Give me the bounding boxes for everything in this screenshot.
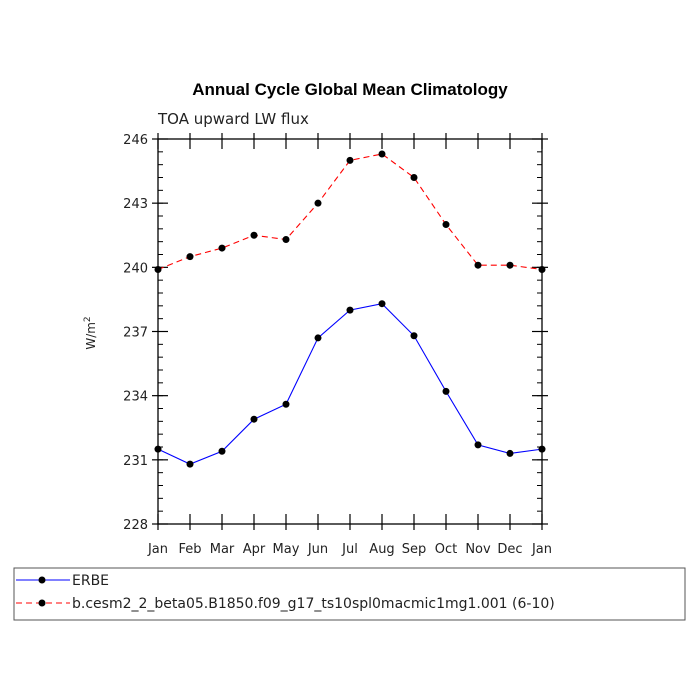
x-tick-label: Feb: [178, 542, 201, 557]
y-tick-label: 237: [123, 326, 148, 341]
y-axis-label-superscript: 2: [83, 316, 93, 322]
legend-marker-0: [38, 576, 46, 584]
axes: 228 231 234 237 240 243 246 Jan Feb Mar Apr May Jun J…: [123, 133, 552, 557]
legend-box: [13, 567, 686, 621]
series-0-point: [218, 447, 226, 455]
series-1-point: [186, 253, 194, 261]
x-tick-label: Mar: [210, 542, 235, 557]
x-tick-label: Apr: [243, 542, 266, 557]
series-line-0: [157, 303, 543, 465]
legend-marker-1: [38, 599, 46, 607]
series-1-point: [346, 156, 354, 164]
series-1-point: [378, 150, 386, 158]
series-1-point: [282, 236, 290, 244]
series-0-point: [538, 445, 546, 453]
legend-label-1: b.cesm2_2_beta05.B1850.f09_g17_ts10spl0m…: [72, 596, 555, 612]
series-1-point: [218, 244, 226, 252]
series-0-point: [378, 300, 386, 308]
series-0-point: [186, 460, 194, 468]
series-0-point: [442, 387, 450, 395]
series-0-point: [506, 449, 514, 457]
series-0-point: [314, 334, 322, 342]
y-axis-label: W/m2: [83, 316, 98, 349]
x-tick-label: Nov: [465, 542, 491, 557]
series-1-point: [538, 265, 546, 273]
x-tick-label: May: [273, 542, 300, 557]
chart-subtitle: TOA upward LW flux: [157, 110, 309, 128]
series-0-point: [346, 306, 354, 314]
y-tick-label: 240: [123, 261, 148, 276]
plot-series: [154, 150, 546, 468]
svg-text:W/m2: W/m2: [83, 316, 98, 349]
series-1-point: [410, 174, 418, 181]
y-axis-label-text: W/m: [84, 322, 98, 350]
series-0-point: [474, 441, 482, 449]
legend: ERBE b.cesm2_2_beta05.B1850.f09_g17_ts10s…: [13, 567, 686, 621]
series-1-point: [506, 261, 514, 269]
series-0-point: [282, 400, 290, 408]
x-tick-label: Jan: [531, 542, 552, 557]
x-tick-label: Jan: [147, 542, 168, 557]
series-1-point: [442, 221, 450, 229]
y-tick-label: 234: [123, 390, 148, 405]
plot-frame: [157, 138, 543, 525]
x-tick-label: Jun: [307, 542, 328, 557]
x-tick-label: Jul: [341, 542, 358, 557]
legend-label-0: ERBE: [72, 573, 109, 589]
series-0-point: [250, 415, 258, 423]
y-tick-label: 243: [123, 197, 148, 212]
x-tick-label: Dec: [497, 542, 522, 557]
series-1-point: [154, 265, 162, 273]
y-tick-label: 228: [123, 518, 148, 533]
x-tick-label: Oct: [435, 542, 457, 557]
y-tick-label: 231: [123, 454, 148, 469]
series-line-1: [157, 153, 543, 271]
series-1-point: [250, 231, 258, 239]
series-0-point: [410, 332, 418, 340]
chart-title: Annual Cycle Global Mean Climatology: [192, 80, 508, 99]
series-1-point: [474, 261, 482, 269]
series-1-point: [314, 199, 322, 207]
x-tick-label: Sep: [402, 542, 427, 557]
series-0-point: [154, 445, 162, 453]
y-tick-label: 246: [123, 133, 148, 148]
x-tick-label: Aug: [369, 542, 394, 557]
